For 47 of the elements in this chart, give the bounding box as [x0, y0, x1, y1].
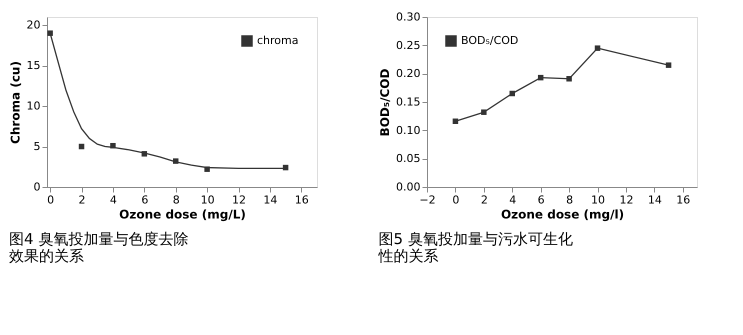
text: 图4 臭氧投加量与色度去除效果的关系: [9, 230, 188, 265]
y-tick-label: 20: [26, 18, 40, 32]
point: [78, 144, 84, 150]
x-tick-label: 4: [110, 194, 117, 206]
y-tick-label: 0.00: [396, 180, 420, 194]
text: 图5 臭氧投加量与污水可生化性的关系: [378, 230, 573, 265]
x-tick-label: 8: [566, 194, 574, 206]
y-tick-label: 0.05: [396, 152, 420, 166]
y-tick-label: 0.10: [396, 124, 420, 137]
x-tick-label: 12: [232, 194, 246, 206]
y-tick-label: 5: [34, 140, 40, 154]
x-tick-label: 4: [509, 194, 516, 206]
x-tick-label: 10: [200, 194, 215, 206]
point: [510, 90, 515, 96]
point: [666, 62, 672, 68]
x-tick-label: 12: [619, 194, 634, 206]
point: [538, 74, 544, 80]
x-tick-label: 2: [78, 194, 86, 206]
x-tick-label: 0: [452, 194, 460, 206]
point: [594, 45, 600, 51]
x-axis-title: Ozone dose (mg/l): [500, 208, 624, 222]
y-tick-label: 0.25: [396, 38, 420, 52]
x-tick-label: 16: [294, 194, 309, 206]
legend-label: chroma: [257, 34, 298, 47]
x-tick-label: 6: [538, 194, 545, 206]
y-tick-label: 0: [34, 180, 40, 194]
y-tick-label: 0.15: [396, 96, 420, 108]
x-tick-label: 2: [480, 194, 488, 206]
x-tick-label: 0: [47, 194, 54, 206]
legend-label: BOD₅/COD: [461, 34, 518, 47]
point: [452, 118, 458, 124]
y-tick-label: 0.20: [396, 67, 420, 80]
point: [481, 109, 487, 115]
y-tick-label: 10: [26, 100, 40, 113]
x-axis-title: Ozone dose (mg/L): [119, 208, 246, 222]
y-axis-title: BOD₅/COD: [378, 68, 392, 136]
y-tick-label: 15: [26, 59, 40, 72]
y-axis-title: Chroma (cu): [8, 61, 23, 144]
x-tick-label: 14: [263, 194, 278, 206]
x-tick-label: 8: [172, 194, 180, 206]
y-tick-label: 0.30: [396, 10, 420, 24]
x-tick-label: 6: [141, 194, 148, 206]
x-tick-label: 14: [648, 194, 662, 206]
point: [566, 76, 572, 82]
x-tick-label: −2: [419, 194, 436, 206]
x-tick-label: 10: [591, 194, 606, 206]
x-tick-label: 16: [676, 194, 690, 206]
